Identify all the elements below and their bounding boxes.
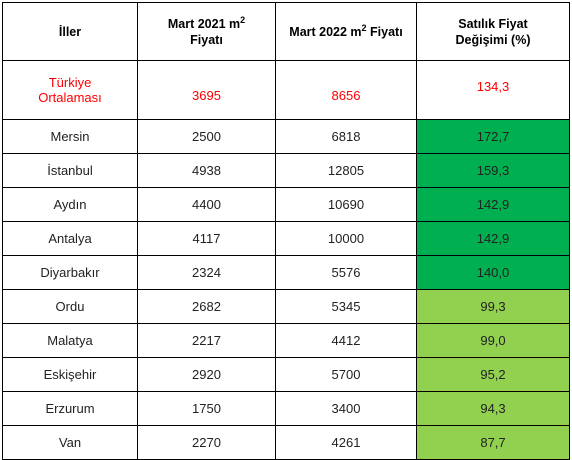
change-cell: 142,9 — [416, 221, 570, 256]
change-cell: 95,2 — [416, 357, 570, 392]
table-row: İstanbul 4938 12805 159,3 — [2, 153, 570, 188]
price-2022-cell: 10690 — [275, 187, 417, 222]
average-row: Türkiye Ortalaması 3695 8656 134,3 — [2, 60, 570, 120]
price-2021-cell: 2270 — [137, 425, 276, 460]
header-change-line1: Satılık Fiyat — [458, 16, 528, 31]
city-cell: Erzurum — [2, 391, 138, 426]
table-row: Malatya 2217 4412 99,0 — [2, 323, 570, 358]
change-cell: 159,3 — [416, 153, 570, 188]
average-price-2022: 8656 — [275, 60, 417, 120]
price-2021-cell: 2682 — [137, 289, 276, 324]
price-2022-cell: 10000 — [275, 221, 417, 256]
price-2022-cell: 5345 — [275, 289, 417, 324]
average-change: 134,3 — [416, 60, 570, 120]
header-price-2022-sup: 2 — [361, 22, 367, 33]
price-2021-cell: 2217 — [137, 323, 276, 358]
city-cell: Ordu — [2, 289, 138, 324]
change-cell: 99,0 — [416, 323, 570, 358]
change-cell: 172,7 — [416, 119, 570, 154]
header-price-2022-prefix: Mart 2022 m — [289, 24, 362, 39]
price-2021-cell: 2500 — [137, 119, 276, 154]
average-city-cell: Türkiye Ortalaması — [2, 60, 138, 120]
price-2021-cell: 2920 — [137, 357, 276, 392]
header-change-line2: Değişimi (%) — [455, 32, 531, 47]
city-cell: İstanbul — [2, 153, 138, 188]
change-cell: 99,3 — [416, 289, 570, 324]
header-price-2021-suffix: Fiyatı — [190, 32, 223, 47]
change-cell: 142,9 — [416, 187, 570, 222]
header-price-2021-sup: 2 — [240, 14, 246, 25]
city-cell: Malatya — [2, 323, 138, 358]
average-price-2021: 3695 — [137, 60, 276, 120]
table-row: Aydın 4400 10690 142,9 — [2, 187, 570, 222]
price-2022-cell: 4261 — [275, 425, 417, 460]
price-2022-cell: 12805 — [275, 153, 417, 188]
table-row: Antalya 4117 10000 142,9 — [2, 221, 570, 256]
city-cell: Aydın — [2, 187, 138, 222]
header-price-2022-suffix: Fiyatı — [370, 24, 403, 39]
city-cell: Diyarbakır — [2, 255, 138, 290]
price-2021-cell: 4400 — [137, 187, 276, 222]
change-cell: 87,7 — [416, 425, 570, 460]
header-price-2021: Mart 2021 m2 Fiyatı — [137, 2, 276, 61]
price-2022-cell: 3400 — [275, 391, 417, 426]
table-row: Ordu 2682 5345 99,3 — [2, 289, 570, 324]
city-cell: Van — [2, 425, 138, 460]
header-price-2021-prefix: Mart 2021 m — [167, 16, 241, 31]
change-cell: 140,0 — [416, 255, 570, 290]
price-2022-cell: 5576 — [275, 255, 417, 290]
price-2022-cell: 4412 — [275, 323, 417, 358]
table-row: Diyarbakır 2324 5576 140,0 — [2, 255, 570, 290]
price-2021-cell: 4117 — [137, 221, 276, 256]
price-2022-cell: 6818 — [275, 119, 417, 154]
change-cell: 94,3 — [416, 391, 570, 426]
average-city-line1: Türkiye — [48, 75, 92, 90]
header-city: İller — [2, 2, 138, 61]
average-city-line2: Ortalaması — [38, 90, 102, 105]
price-2021-cell: 4938 — [137, 153, 276, 188]
city-cell: Mersin — [2, 119, 138, 154]
header-price-2022: Mart 2022 m2 Fiyatı — [275, 2, 417, 61]
price-2022-cell: 5700 — [275, 357, 417, 392]
price-2021-cell: 1750 — [137, 391, 276, 426]
city-cell: Eskişehir — [2, 357, 138, 392]
table-row: Van 2270 4261 87,7 — [2, 425, 570, 460]
table-row: Eskişehir 2920 5700 95,2 — [2, 357, 570, 392]
header-row: İller Mart 2021 m2 Fiyatı Mart 2022 m2 F… — [2, 2, 570, 61]
table-row: Mersin 2500 6818 172,7 — [2, 119, 570, 154]
header-city-label: İller — [58, 24, 82, 39]
table-row: Erzurum 1750 3400 94,3 — [2, 391, 570, 426]
price-2021-cell: 2324 — [137, 255, 276, 290]
city-cell: Antalya — [2, 221, 138, 256]
header-change: Satılık Fiyat Değişimi (%) — [416, 2, 570, 61]
table-body: Türkiye Ortalaması 3695 8656 134,3 Mersi… — [2, 60, 570, 460]
